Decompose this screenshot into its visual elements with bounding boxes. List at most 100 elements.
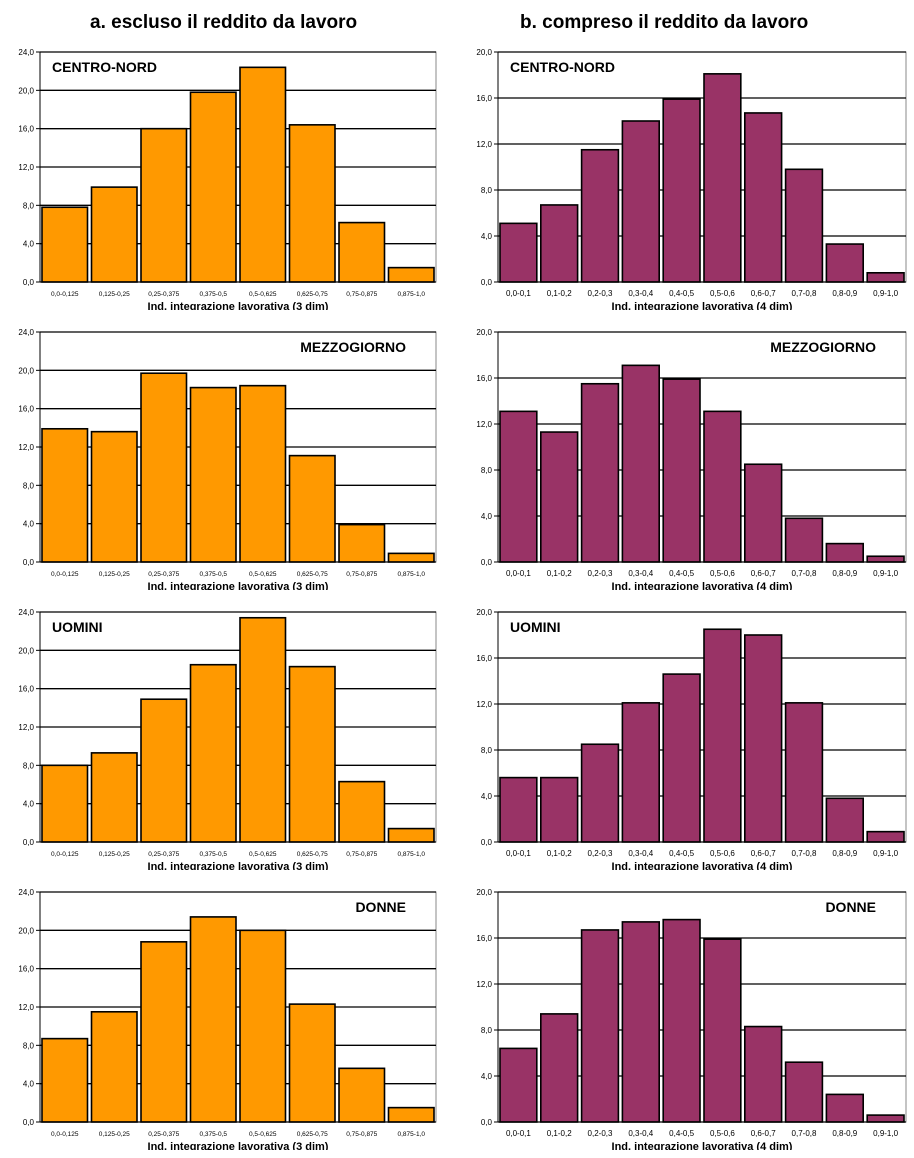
bar xyxy=(621,120,660,283)
x-tick-label: 0,6-0,7 xyxy=(751,1129,776,1138)
panel-title: UOMINI xyxy=(510,619,561,635)
bar xyxy=(825,542,864,563)
bar xyxy=(387,1106,435,1123)
y-tick-label: 12,0 xyxy=(476,140,492,149)
bar xyxy=(189,663,237,843)
chart-centro-nord-4dim: 0,0 4,0 8,0 12,0 16,0 20,0 0,0-0,1 0,1-0,2 0,2-0… xyxy=(476,48,907,310)
bar xyxy=(41,764,89,843)
panel-title-background xyxy=(297,338,410,356)
x-tick-label: 0,9-1,0 xyxy=(873,849,898,858)
x-tick-label: 0,8-0,9 xyxy=(832,1129,857,1138)
bar xyxy=(41,427,89,563)
x-tick-label: 0,5-0,6 xyxy=(710,289,735,298)
panel-title-background xyxy=(767,338,880,356)
x-tick-label: 0,7-0,8 xyxy=(792,849,817,858)
bar xyxy=(866,272,905,283)
x-tick-label: 0,4-0,5 xyxy=(669,849,694,858)
x-tick-label: 0,0-0,125 xyxy=(51,291,79,298)
x-tick-label: 0,5-0,6 xyxy=(710,849,735,858)
panel-title: UOMINI xyxy=(52,619,103,635)
x-tick-label: 0,1-0,2 xyxy=(547,289,572,298)
bar xyxy=(338,780,386,843)
bar xyxy=(703,938,742,1123)
y-tick-label: 4,0 xyxy=(23,800,35,809)
panel-title: CENTRO-NORD xyxy=(510,59,615,75)
bar xyxy=(784,702,824,843)
x-tick-label: 0,125-0,25 xyxy=(99,851,130,858)
bar xyxy=(140,127,188,283)
y-tick-label: 12,0 xyxy=(18,723,34,732)
bar xyxy=(743,634,783,843)
y-tick-label: 8,0 xyxy=(23,761,35,770)
bar xyxy=(239,66,287,283)
y-tick-label: 20,0 xyxy=(476,608,492,617)
x-tick-label: 0,125-0,25 xyxy=(99,1131,130,1138)
y-tick-label: 0,0 xyxy=(23,558,35,567)
bar xyxy=(784,1061,824,1123)
x-tick-label: 0,75-0,875 xyxy=(346,291,377,298)
x-tick-label: 0,1-0,2 xyxy=(547,569,572,578)
x-tick-label: 0,8-0,9 xyxy=(832,849,857,858)
bar xyxy=(540,1013,579,1123)
x-tick-label: 0,25-0,375 xyxy=(148,1131,179,1138)
x-tick-label: 0,625-0,75 xyxy=(297,571,328,578)
y-tick-label: 4,0 xyxy=(481,232,493,241)
bar xyxy=(90,186,138,283)
bar xyxy=(338,221,386,283)
x-tick-label: 0,4-0,5 xyxy=(669,569,694,578)
x-tick-label: 0,0-0,1 xyxy=(506,849,531,858)
y-tick-label: 0,0 xyxy=(481,278,493,287)
column-b-title: b. compreso il reddito da lavoro xyxy=(520,12,809,33)
x-tick-label: 0,9-1,0 xyxy=(873,569,898,578)
y-tick-label: 16,0 xyxy=(476,654,492,663)
y-tick-label: 0,0 xyxy=(481,558,493,567)
bar xyxy=(703,628,742,843)
x-tick-label: 0,125-0,25 xyxy=(99,291,130,298)
x-tick-label: 0,5-0,625 xyxy=(249,291,277,298)
bar xyxy=(784,168,824,283)
bar xyxy=(866,1114,905,1123)
x-axis-title: Ind. integrazione lavorativa (4 dim) xyxy=(612,581,793,590)
x-tick-label: 0,6-0,7 xyxy=(751,569,776,578)
y-tick-label: 16,0 xyxy=(476,374,492,383)
bar xyxy=(825,1093,864,1123)
x-tick-label: 0,5-0,625 xyxy=(249,571,277,578)
x-tick-label: 0,875-1,0 xyxy=(398,1131,426,1138)
bar xyxy=(580,929,620,1123)
bar xyxy=(387,552,435,563)
column-a-title: a. escluso il reddito da lavoro xyxy=(90,12,358,33)
x-tick-label: 0,2-0,3 xyxy=(588,569,613,578)
bar xyxy=(866,830,905,843)
y-tick-label: 0,0 xyxy=(23,838,35,847)
x-axis-title: Ind. integrazione lavorativa (4 dim) xyxy=(612,861,793,870)
bar xyxy=(90,1010,138,1123)
x-axis-title: Ind. integrazione lavorativa (4 dim) xyxy=(612,1141,793,1150)
x-tick-label: 0,625-0,75 xyxy=(297,291,328,298)
panel-title-background xyxy=(352,898,409,916)
panel-title-background xyxy=(49,618,106,636)
x-tick-label: 0,0-0,1 xyxy=(506,1129,531,1138)
bar xyxy=(621,364,660,563)
bar xyxy=(662,918,701,1123)
x-tick-label: 0,1-0,2 xyxy=(547,849,572,858)
y-tick-label: 0,0 xyxy=(481,1118,493,1127)
x-tick-label: 0,5-0,6 xyxy=(710,569,735,578)
bar xyxy=(743,112,783,283)
y-tick-label: 20,0 xyxy=(476,888,492,897)
bar xyxy=(662,98,701,283)
y-tick-label: 8,0 xyxy=(23,481,35,490)
chart-donne-3dim: 0,0 4,0 8,0 12,0 16,0 20,0 24,0 0,0-0,125 0,125-… xyxy=(18,888,437,1150)
bar xyxy=(580,743,620,843)
bar xyxy=(825,797,864,843)
panel-title: DONNE xyxy=(825,899,876,915)
bar xyxy=(140,372,188,563)
panel-title: CENTRO-NORD xyxy=(52,59,157,75)
y-tick-label: 8,0 xyxy=(481,466,493,475)
x-tick-label: 0,875-1,0 xyxy=(398,291,426,298)
x-tick-label: 0,625-0,75 xyxy=(297,1131,328,1138)
bar xyxy=(387,827,435,843)
bar xyxy=(338,523,386,563)
x-tick-label: 0,5-0,6 xyxy=(710,1129,735,1138)
x-tick-label: 0,0-0,125 xyxy=(51,571,79,578)
x-tick-label: 0,875-1,0 xyxy=(398,851,426,858)
